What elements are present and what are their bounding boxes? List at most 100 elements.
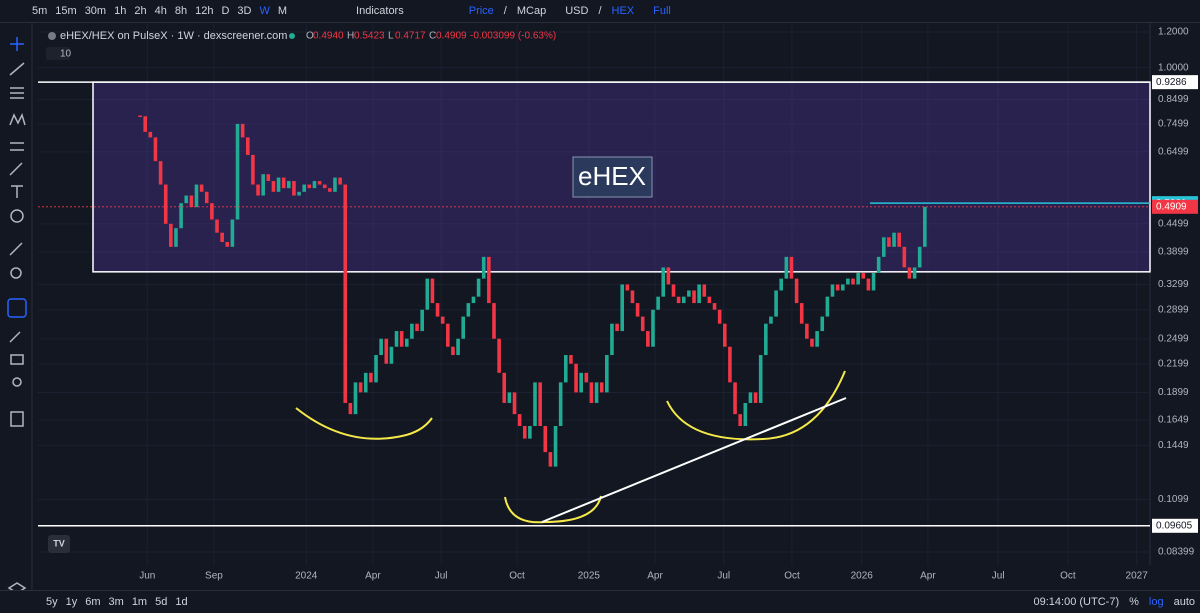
candle: [317, 181, 322, 185]
full[interactable]: Full: [653, 5, 671, 17]
x-tick-label: Sep: [205, 571, 223, 582]
level-label: 0.9286: [1156, 77, 1187, 88]
candle: [820, 316, 825, 332]
level-label: 0.4909: [1156, 201, 1187, 212]
candle: [466, 303, 471, 317]
interval[interactable]: 15m: [55, 5, 77, 17]
hex[interactable]: HEX: [611, 5, 635, 17]
candle: [184, 195, 189, 204]
ohlc-key: O: [306, 31, 314, 42]
candle: [369, 372, 373, 383]
interval[interactable]: 8h: [174, 5, 188, 17]
interval[interactable]: 3D: [237, 5, 252, 17]
candle: [671, 284, 676, 297]
mcap[interactable]: MCap: [516, 5, 547, 17]
ohlc-key: H: [347, 31, 354, 42]
candle: [640, 316, 645, 332]
bottom-bar: 5y 1y 6m 3m 1m 5d 1d 09:14:00 (UTC-7) % log au…: [0, 590, 1200, 613]
candle: [199, 184, 204, 192]
log[interactable]: log: [1148, 596, 1164, 608]
candle: [348, 402, 353, 415]
candle: [610, 323, 614, 356]
interval[interactable]: 4h: [154, 5, 167, 17]
interval[interactable]: 1h: [114, 5, 127, 17]
candle: [148, 131, 153, 138]
range[interactable]: 1y: [65, 596, 78, 608]
interval[interactable]: 30m: [84, 5, 107, 17]
candle: [563, 355, 568, 383]
y-tick-label: 0.2499: [1158, 333, 1189, 344]
range[interactable]: 6m: [85, 596, 101, 608]
candle: [507, 392, 512, 403]
candle: [276, 177, 281, 192]
candle: [153, 137, 158, 162]
candle: [497, 338, 501, 373]
y-tick-label: 0.4499: [1158, 218, 1189, 229]
candle: [461, 316, 466, 339]
candle: [851, 278, 855, 285]
x-tick-label: Oct: [509, 571, 525, 582]
candle: [815, 331, 819, 347]
range[interactable]: 5y: [46, 596, 58, 608]
candle: [446, 323, 450, 347]
interval[interactable]: 12h: [195, 5, 214, 17]
candle: [605, 355, 609, 393]
candle: [866, 278, 871, 291]
ohlc-key: L: [388, 31, 394, 42]
interval[interactable]: M: [277, 5, 288, 17]
candle: [558, 382, 563, 427]
candle: [271, 181, 276, 192]
left-tools: [7, 37, 27, 590]
candle: [440, 316, 445, 324]
candle: [451, 346, 455, 356]
range[interactable]: 3m: [108, 596, 124, 608]
usd[interactable]: USD: [565, 5, 589, 17]
ohlc-value: 0.4717: [395, 31, 426, 42]
candle: [251, 154, 255, 185]
candle: [328, 188, 332, 192]
candle: [379, 338, 383, 356]
candle: [215, 219, 219, 233]
candle: [517, 414, 522, 427]
interval[interactable]: 5m: [32, 5, 48, 17]
ohlc-key: C: [429, 31, 436, 42]
range[interactable]: 1m: [131, 596, 148, 608]
interval[interactable]: D: [221, 5, 230, 17]
percent[interactable]: %: [1129, 596, 1139, 608]
candle: [322, 184, 327, 189]
candle: [179, 203, 183, 229]
candle: [394, 331, 399, 347]
price[interactable]: Price: [468, 5, 494, 17]
sep: /: [598, 5, 602, 17]
x-tick-label: 2024: [295, 571, 318, 582]
level-badge: [1152, 518, 1198, 533]
candle: [620, 284, 625, 332]
candle: [646, 331, 650, 347]
indicators[interactable]: Indicators: [356, 5, 404, 17]
candle: [697, 284, 701, 304]
candle: [189, 195, 194, 208]
candle: [245, 137, 250, 155]
candle: [599, 382, 604, 393]
x-tick-label: Apr: [920, 571, 936, 582]
candle: [389, 346, 394, 364]
range[interactable]: 5d: [155, 596, 168, 608]
interval[interactable]: W: [259, 5, 270, 17]
candle: [353, 382, 358, 415]
candle: [333, 177, 337, 192]
candle: [338, 177, 342, 185]
y-tick-label: 0.1449: [1158, 440, 1189, 451]
x-tick-label: Oct: [784, 571, 800, 582]
intervals: 5m 15m 30m 1h 2h 4h 8h 12h D 3D W M: [28, 5, 291, 17]
auto[interactable]: auto: [1173, 596, 1195, 608]
interval[interactable]: 2h: [134, 5, 147, 17]
candle: [287, 181, 291, 189]
range[interactable]: 1d: [175, 596, 188, 608]
candle: [292, 181, 296, 196]
candle: [594, 382, 599, 403]
candle: [876, 256, 881, 273]
candle: [584, 372, 589, 383]
candle: [256, 184, 260, 196]
candle: [748, 392, 753, 403]
